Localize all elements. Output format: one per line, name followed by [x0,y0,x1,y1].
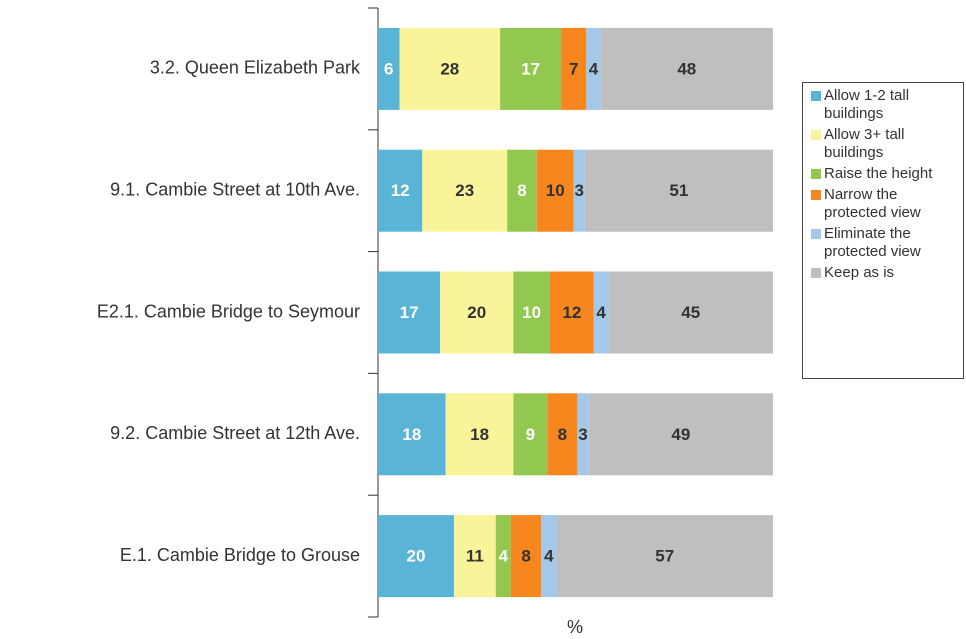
legend: Allow 1-2 tall buildings Allow 3+ tall bu… [802,82,964,379]
category-label: 3.2. Queen Elizabeth Park [150,58,361,78]
bar-segment [453,515,496,598]
value-label: 4 [596,303,606,322]
legend-item: Eliminate the protected view [811,225,959,261]
value-label: 8 [521,547,530,566]
bar-segment [399,27,501,110]
bar-segment [378,515,454,598]
value-label: 10 [546,181,565,200]
legend-swatch [811,229,821,239]
legend-label: Allow 3+ tall buildings [824,126,905,161]
legend-label: Raise the height [824,165,933,182]
bar-segment [513,393,548,476]
bar-segment [378,149,423,232]
value-label: 51 [669,181,688,200]
value-label: 49 [671,425,690,444]
category-label: 9.1. Cambie Street at 10th Ave. [110,179,360,199]
value-label: 48 [677,59,696,78]
value-label: 11 [466,547,484,566]
value-label: 17 [521,59,540,78]
value-label: 23 [455,181,474,200]
value-label: 12 [562,303,581,322]
category-label: E.1. Cambie Bridge to Grouse [120,545,360,565]
bar-segment [586,27,601,110]
value-label: 4 [544,547,554,566]
value-label: 3 [578,425,587,444]
bar-segment [556,515,773,598]
value-label: 12 [391,181,410,200]
value-label: 57 [655,547,674,566]
value-label: 8 [517,181,526,200]
value-label: 28 [440,59,459,78]
legend-item: Narrow the protected view [811,186,959,222]
legend-item: Keep as is [811,264,959,282]
legend-item: Raise the height [811,165,959,183]
value-label: 10 [522,303,541,322]
bar-segment [573,149,585,232]
bar-segment [510,515,542,598]
bar-segment [378,271,441,354]
legend-label: Narrow the protected view [824,186,921,221]
x-axis-label: % [567,617,583,637]
value-label: 8 [558,425,567,444]
value-label: 18 [402,425,421,444]
bar-segment [541,515,557,598]
value-label: 17 [400,303,419,322]
bar-segment [378,393,446,476]
bar-segment [600,27,773,110]
bar-segment [507,149,537,232]
bar-segment [577,393,589,476]
legend-swatch [811,268,821,278]
bar-segment [547,393,578,476]
value-label: 7 [569,59,578,78]
legend-item: Allow 1-2 tall buildings [811,87,959,123]
value-label: 45 [681,303,700,322]
bar-segment [513,271,550,354]
category-label: 9.2. Cambie Street at 12th Ave. [110,423,360,443]
legend-swatch [811,130,821,140]
bar-segment [549,271,594,354]
legend-label: Allow 1-2 tall buildings [824,87,910,122]
bar-segment [500,27,562,110]
legend-swatch [811,190,821,200]
bar-segment [440,271,514,354]
value-label: 6 [384,59,393,78]
bar-segment [422,149,508,232]
bar-segment [584,149,773,232]
bar-segment [608,271,773,354]
legend-label: Keep as is [824,264,895,281]
value-label: 20 [407,547,426,566]
legend-swatch [811,91,821,101]
value-label: 20 [467,303,486,322]
bar-segment [588,393,773,476]
category-label: E2.1. Cambie Bridge to Seymour [97,301,360,321]
legend-label: Eliminate the protected view [824,225,921,260]
bar-segment [445,393,514,476]
value-label: 18 [470,425,489,444]
bar-segment [536,149,574,232]
legend-item: Allow 3+ tall buildings [811,126,959,162]
bar-segment [378,27,400,110]
value-label: 4 [589,59,599,78]
value-label: 9 [526,425,535,444]
bar-segment [495,515,511,598]
value-label: 3 [574,181,583,200]
legend-swatch [811,169,821,179]
bar-segment [593,271,609,354]
bar-segment [561,27,587,110]
value-label: 4 [499,547,509,566]
